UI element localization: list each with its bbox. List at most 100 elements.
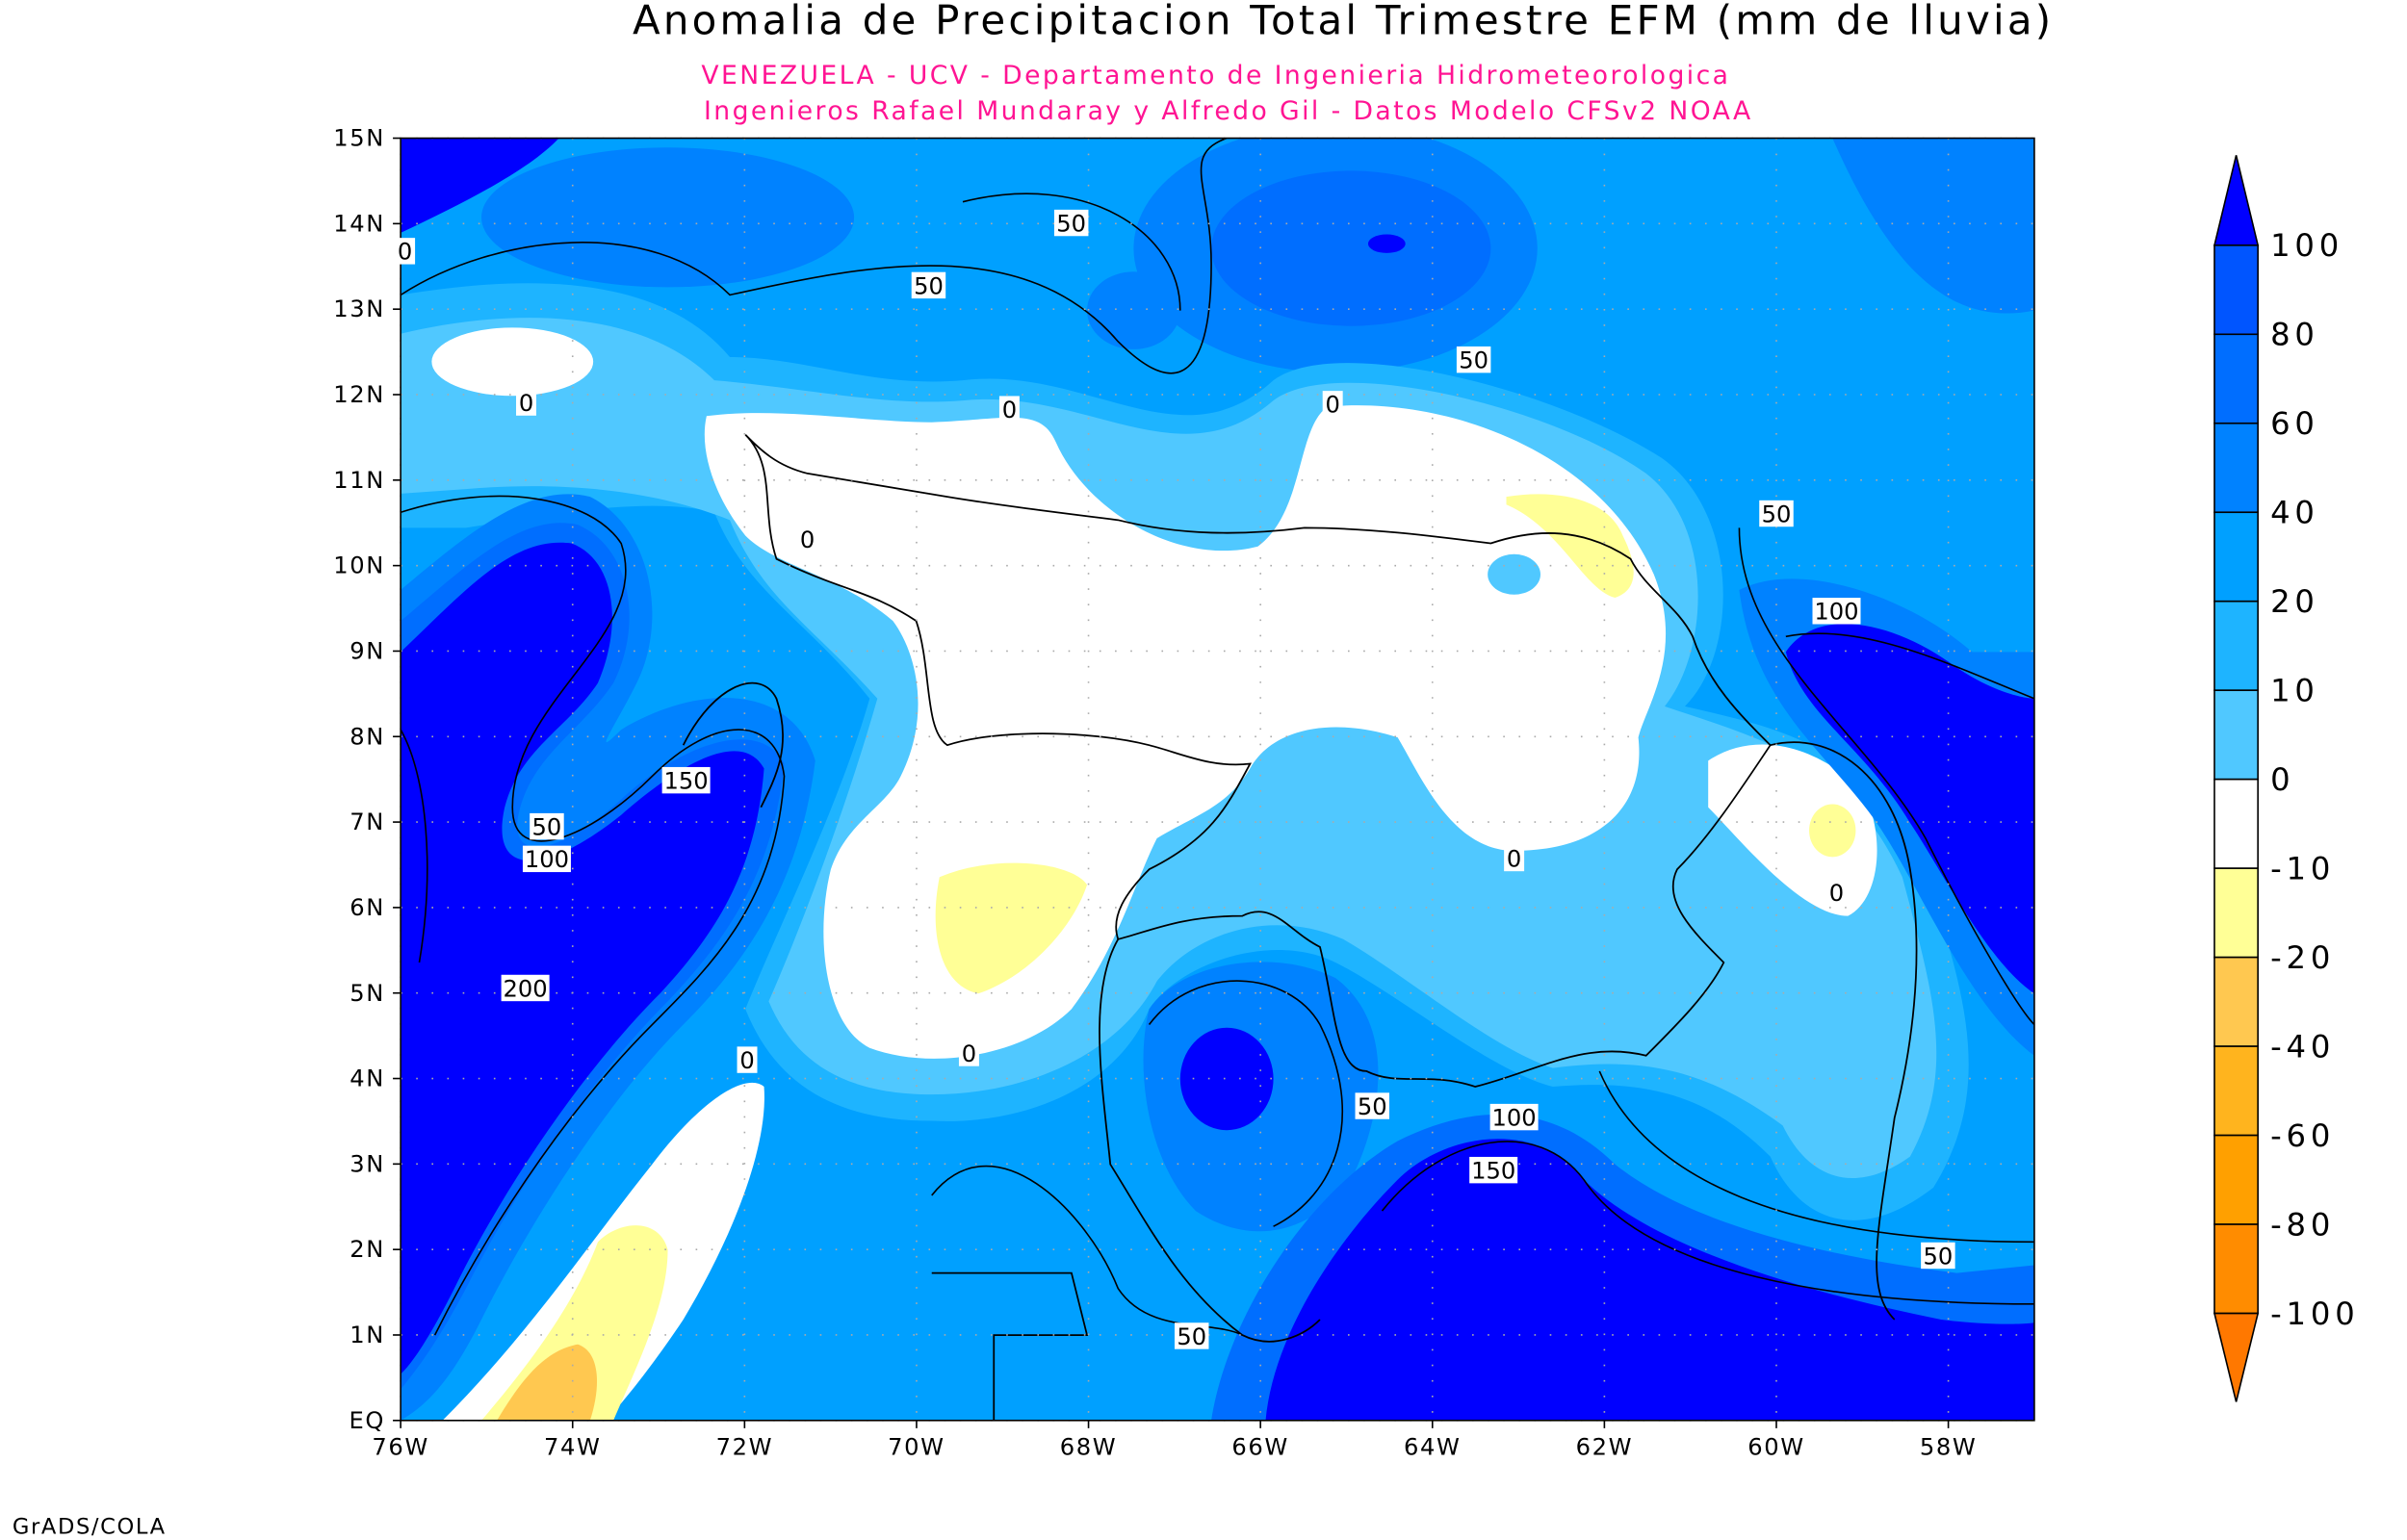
contour-label-bg bbox=[1489, 1103, 1539, 1131]
contour-label-bg bbox=[911, 271, 946, 299]
contour-label-bg bbox=[1504, 844, 1525, 872]
fill-40-60 bbox=[481, 147, 855, 288]
fill-above-100 bbox=[1367, 234, 1406, 253]
subtitle-line-2: Ingenieros Rafael Mundaray y Alfredo Gil… bbox=[704, 96, 1753, 126]
colorbar-label: -80 bbox=[2270, 1206, 2335, 1243]
colorbar-label: -20 bbox=[2270, 939, 2335, 976]
contour-label: 0 bbox=[800, 526, 815, 553]
x-tick-label: 76W bbox=[372, 1433, 429, 1460]
colorbar-label: 40 bbox=[2270, 495, 2319, 531]
fill-minus20-minus10 bbox=[1809, 804, 1856, 858]
contour-label: 50 bbox=[914, 272, 944, 299]
fill-minus20-minus10 bbox=[935, 862, 1088, 994]
map-fill bbox=[401, 138, 2034, 1421]
contour-label-bg bbox=[1355, 1092, 1390, 1119]
contour-label-bg bbox=[661, 766, 711, 794]
colorbar-bottom-arrow bbox=[2213, 1312, 2260, 1402]
colorbar-label: 20 bbox=[2270, 583, 2319, 620]
y-tick-label: 6N bbox=[349, 894, 385, 921]
contour-label: 0 bbox=[519, 390, 533, 417]
contour-label: 150 bbox=[1471, 1158, 1515, 1185]
subtitle-line-1: VENEZUELA - UCV - Departamento de Ingeni… bbox=[701, 61, 1730, 90]
y-tick-label: 11N bbox=[333, 467, 385, 494]
x-tick-label: 60W bbox=[1747, 1433, 1805, 1460]
colorbar-segment bbox=[2213, 511, 2259, 603]
chart-title: Anomalia de Precipitacion Total Trimestr… bbox=[633, 0, 2054, 43]
contour-label-bg bbox=[1322, 391, 1343, 418]
colorbar-top-arrow bbox=[2213, 155, 2260, 246]
contour-label-bg bbox=[1812, 598, 1861, 625]
contour-label: 50 bbox=[1762, 500, 1792, 527]
contour-label-bg bbox=[1469, 1156, 1518, 1184]
contour-label-bg bbox=[1053, 209, 1089, 237]
fill-above-100 bbox=[401, 542, 764, 1374]
fill-40-60 bbox=[1832, 138, 2034, 314]
contour-label: 50 bbox=[1177, 1323, 1206, 1350]
y-tick-label: 10N bbox=[333, 552, 385, 579]
contour-label-bg bbox=[797, 526, 818, 552]
contour-label-bg bbox=[1174, 1322, 1209, 1349]
contour-label: 0 bbox=[1507, 845, 1521, 872]
fill-above-100 bbox=[1265, 1139, 2034, 1421]
contour-label: 0 bbox=[739, 1047, 754, 1074]
y-tick-label: 2N bbox=[349, 1236, 385, 1263]
contour-label: 50 bbox=[532, 813, 562, 840]
y-tick-label: 13N bbox=[333, 295, 385, 322]
colorbar-segment bbox=[2213, 1045, 2259, 1137]
y-tick-label: 14N bbox=[333, 210, 385, 237]
contour-label-bg bbox=[501, 974, 550, 1002]
x-tick-label: 70W bbox=[888, 1433, 945, 1460]
country-borders bbox=[682, 433, 1918, 1421]
y-tick-label: 5N bbox=[349, 980, 385, 1007]
colorbar-segment bbox=[2213, 600, 2259, 692]
y-tick-label: 12N bbox=[333, 381, 385, 408]
fill-above-100 bbox=[1179, 1027, 1274, 1131]
x-tick-label: 62W bbox=[1576, 1433, 1634, 1460]
colorbar-label: -40 bbox=[2270, 1028, 2335, 1065]
axis-ticks: 76W 74W 72W 70W 68W 66W 64W 62W 60W 58W EQ 1N 2N 3N 4N… bbox=[333, 125, 1978, 1461]
fill-minus20-minus10 bbox=[481, 1225, 668, 1421]
x-tick-label: 58W bbox=[1920, 1433, 1978, 1460]
y-tick-label: 3N bbox=[349, 1150, 385, 1177]
colorbar-label: -100 bbox=[2270, 1296, 2360, 1332]
colorbar-segment bbox=[2213, 956, 2259, 1047]
contour-label: 0 bbox=[1325, 392, 1339, 419]
fill-above-100 bbox=[1785, 624, 2034, 994]
colorbar-segment bbox=[2213, 778, 2259, 869]
y-tick-label: 8N bbox=[349, 723, 385, 750]
contour-label: 0 bbox=[1002, 397, 1017, 424]
fill-0-10 bbox=[1488, 553, 1540, 595]
colorbar-label: 100 bbox=[2270, 227, 2343, 264]
contour-label: 100 bbox=[1492, 1104, 1537, 1131]
x-tick-label: 66W bbox=[1231, 1433, 1289, 1460]
contour-label-bg bbox=[998, 396, 1020, 423]
colorbar-label: 10 bbox=[2270, 672, 2319, 708]
contour-label-bg bbox=[1759, 500, 1794, 527]
contour-label: 100 bbox=[1814, 599, 1858, 626]
contour-label: 50 bbox=[1459, 347, 1488, 374]
map-frame bbox=[400, 137, 2035, 1422]
contour-label: 50 bbox=[1923, 1243, 1953, 1270]
colorbar-label: -10 bbox=[2270, 850, 2335, 886]
contour-label: 50 bbox=[1056, 210, 1086, 237]
y-tick-label: 4N bbox=[349, 1065, 385, 1092]
contour-label-bg bbox=[395, 238, 416, 265]
contour-labels: 0 50 50 50 0 0 0 50 0 100 150 50 100 0 0 200 0 0 50 100 150 5… bbox=[395, 209, 1955, 1350]
contour-label: 0 bbox=[962, 1040, 976, 1067]
colorbar-segment bbox=[2213, 1134, 2259, 1225]
y-tick-label: 9N bbox=[349, 638, 385, 665]
fill-minus10-0 bbox=[431, 327, 594, 397]
contour-label: 0 bbox=[1829, 880, 1844, 907]
x-tick-label: 72W bbox=[716, 1433, 774, 1460]
colorbar-segment bbox=[2213, 333, 2259, 424]
colorbar-label: -60 bbox=[2270, 1117, 2335, 1154]
contour-label: 200 bbox=[504, 975, 548, 1002]
contour-label-bg bbox=[522, 845, 571, 873]
colorbar-segment bbox=[2213, 422, 2259, 514]
contour-label-bg bbox=[1456, 346, 1491, 373]
fill-minus10-0 bbox=[1708, 744, 1877, 916]
colorbar-label: 80 bbox=[2270, 317, 2319, 353]
x-tick-label: 64W bbox=[1404, 1433, 1462, 1460]
contour-label: 150 bbox=[664, 768, 709, 795]
